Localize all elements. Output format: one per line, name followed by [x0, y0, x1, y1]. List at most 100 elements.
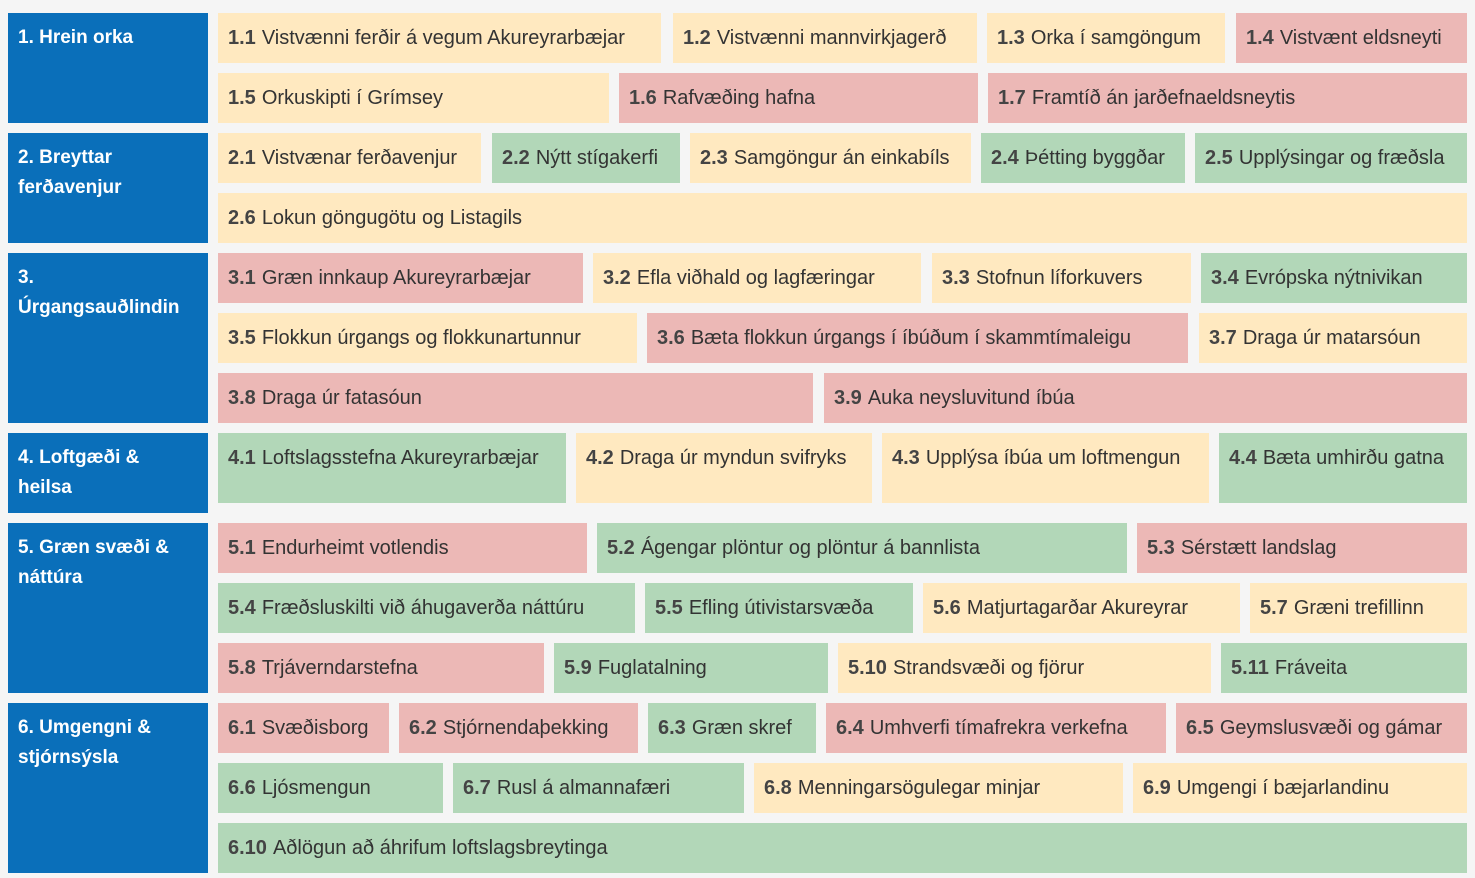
action-item-5-8[interactable]: 5.8 Trjáverndarstefna: [218, 643, 544, 693]
item-label: Draga úr fatasóun: [261, 387, 422, 409]
item-label: Draga úr myndun svifryks: [619, 447, 847, 469]
item-number: 2.4: [991, 147, 1019, 169]
action-item-1-2[interactable]: 1.2 Vistvænni mannvirkjagerð: [673, 13, 977, 63]
action-item-4-4[interactable]: 4.4 Bæta umhirðu gatna: [1219, 433, 1467, 503]
action-item-3-3[interactable]: 3.3 Stofnun líforkuvers: [932, 253, 1191, 303]
item-label: Bæta umhirðu gatna: [1262, 447, 1445, 469]
item-number: 4.3: [892, 447, 920, 469]
item-label: Vistvænni ferðir á vegum Akureyrarbæjar: [261, 27, 625, 49]
category-umgengni-stjornsysla[interactable]: 6. Umgengni & stjórnsýsla: [8, 703, 208, 873]
action-item-2-4[interactable]: 2.4 Þétting byggðar: [981, 133, 1185, 183]
item-label: Vistvænar ferðavenjur: [261, 147, 458, 169]
action-item-6-8[interactable]: 6.8 Menningarsögulegar minjar: [754, 763, 1123, 813]
action-item-6-10[interactable]: 6.10 Aðlögun að áhrifum loftslagsbreyting…: [218, 823, 1467, 873]
action-item-5-4[interactable]: 5.4 Fræðsluskilti við áhugaverða náttúru: [218, 583, 635, 633]
item-label: Vistvænt eldsneyti: [1279, 27, 1442, 49]
action-item-5-1[interactable]: 5.1 Endurheimt votlendis: [218, 523, 587, 573]
category-label: 3. Úrgangsauðlindin: [18, 267, 180, 318]
item-label: Efla viðhald og lagfæringar: [636, 267, 875, 289]
action-item-4-2[interactable]: 4.2 Draga úr myndun svifryks: [576, 433, 872, 503]
item-number: 4.4: [1229, 447, 1257, 469]
action-item-1-3[interactable]: 1.3 Orka í samgöngum: [987, 13, 1225, 63]
action-item-2-3[interactable]: 2.3 Samgöngur án einkabíls: [690, 133, 971, 183]
action-item-5-6[interactable]: 5.6 Matjurtagarðar Akureyrar: [923, 583, 1240, 633]
item-number: 3.2: [603, 267, 631, 289]
item-number: 3.7: [1209, 327, 1237, 349]
action-item-5-11[interactable]: 5.11 Fráveita: [1221, 643, 1467, 693]
action-item-3-1[interactable]: 3.1 Græn innkaup Akureyrarbæjar: [218, 253, 583, 303]
item-number: 6.6: [228, 777, 256, 799]
item-label: Svæðisborg: [261, 717, 369, 739]
item-number: 5.11: [1231, 657, 1269, 679]
action-item-4-3[interactable]: 4.3 Upplýsa íbúa um loftmengun: [882, 433, 1209, 503]
item-label: Stofnun líforkuvers: [975, 267, 1143, 289]
action-item-5-7[interactable]: 5.7 Græni trefillinn: [1250, 583, 1467, 633]
action-item-6-1[interactable]: 6.1 Svæðisborg: [218, 703, 389, 753]
item-label: Þétting byggðar: [1024, 147, 1165, 169]
action-item-3-8[interactable]: 3.8 Draga úr fatasóun: [218, 373, 813, 423]
action-item-1-1[interactable]: 1.1 Vistvænni ferðir á vegum Akureyrarbæj…: [218, 13, 661, 63]
category-loftgaedi-heilsa[interactable]: 4. Loftgæði & heilsa: [8, 433, 208, 513]
item-label: Umgengi í bæjarlandinu: [1176, 777, 1390, 799]
item-number: 6.1: [228, 717, 256, 739]
action-item-6-2[interactable]: 6.2 Stjórnendaþekking: [399, 703, 638, 753]
action-item-3-4[interactable]: 3.4 Evrópska nýtnivikan: [1201, 253, 1467, 303]
action-item-2-2[interactable]: 2.2 Nýtt stígakerfi: [492, 133, 680, 183]
item-label: Menningarsögulegar minjar: [797, 777, 1041, 799]
action-item-3-7[interactable]: 3.7 Draga úr matarsóun: [1199, 313, 1467, 363]
category-graen-svaedi-nattura[interactable]: 5. Græn svæði & náttúra: [8, 523, 208, 693]
category-label: 4. Loftgæði & heilsa: [18, 447, 140, 498]
item-label: Fræðsluskilti við áhugaverða náttúru: [261, 597, 585, 619]
item-label: Aðlögun að áhrifum loftslagsbreytinga: [272, 837, 608, 859]
action-item-6-6[interactable]: 6.6 Ljósmengun: [218, 763, 443, 813]
action-item-4-1[interactable]: 4.1 Loftslagsstefna Akureyrarbæjar: [218, 433, 566, 503]
item-number: 6.7: [463, 777, 491, 799]
item-label: Bæta flokkun úrgangs í íbúðum í skammtím…: [690, 327, 1132, 349]
action-item-1-5[interactable]: 1.5 Orkuskipti í Grímsey: [218, 73, 609, 123]
action-item-3-5[interactable]: 3.5 Flokkun úrgangs og flokkunartunnur: [218, 313, 637, 363]
action-item-5-10[interactable]: 5.10 Strandsvæði og fjörur: [838, 643, 1211, 693]
action-item-1-4[interactable]: 1.4 Vistvænt eldsneyti: [1236, 13, 1467, 63]
action-item-3-9[interactable]: 3.9 Auka neysluvitund íbúa: [824, 373, 1467, 423]
action-item-5-3[interactable]: 5.3 Sérstætt landslag: [1137, 523, 1467, 573]
item-label: Vistvænni mannvirkjagerð: [716, 27, 947, 49]
item-label: Græn skref: [691, 717, 792, 739]
item-label: Upplýsa íbúa um loftmengun: [925, 447, 1181, 469]
action-item-6-7[interactable]: 6.7 Rusl á almannafæri: [453, 763, 744, 813]
category-urgangsaudlindin[interactable]: 3. Úrgangsauðlindin: [8, 253, 208, 423]
item-number: 1.4: [1246, 27, 1274, 49]
category-hrein-orka[interactable]: 1. Hrein orka: [8, 13, 208, 123]
action-item-6-4[interactable]: 6.4 Umhverfi tímafrekra verkefna: [826, 703, 1166, 753]
category-label: 5. Græn svæði & náttúra: [18, 537, 169, 588]
action-item-5-9[interactable]: 5.9 Fuglatalning: [554, 643, 828, 693]
action-item-2-6[interactable]: 2.6 Lokun göngugötu og Listagils: [218, 193, 1467, 243]
item-number: 2.2: [502, 147, 530, 169]
action-item-6-9[interactable]: 6.9 Umgengi í bæjarlandinu: [1133, 763, 1467, 813]
action-item-6-5[interactable]: 6.5 Geymslusvæði og gámar: [1176, 703, 1467, 753]
item-label: Loftslagsstefna Akureyrarbæjar: [261, 447, 539, 469]
action-item-6-3[interactable]: 6.3 Græn skref: [648, 703, 816, 753]
item-label: Sérstætt landslag: [1180, 537, 1337, 559]
item-label: Geymslusvæði og gámar: [1219, 717, 1443, 739]
item-label: Rafvæðing hafna: [662, 87, 816, 109]
action-item-5-2[interactable]: 5.2 Ágengar plöntur og plöntur á bannlist…: [597, 523, 1127, 573]
action-item-2-5[interactable]: 2.5 Upplýsingar og fræðsla: [1195, 133, 1467, 183]
item-number: 5.8: [228, 657, 256, 679]
item-number: 6.10: [228, 837, 267, 859]
item-number: 1.2: [683, 27, 711, 49]
action-item-3-6[interactable]: 3.6 Bæta flokkun úrgangs í íbúðum í skamm…: [647, 313, 1188, 363]
item-number: 5.10: [848, 657, 887, 679]
action-item-2-1[interactable]: 2.1 Vistvænar ferðavenjur: [218, 133, 481, 183]
action-item-1-6[interactable]: 1.6 Rafvæðing hafna: [619, 73, 978, 123]
item-number: 2.6: [228, 207, 256, 229]
item-label: Evrópska nýtnivikan: [1244, 267, 1423, 289]
category-label: 6. Umgengni & stjórnsýsla: [18, 717, 152, 768]
action-item-1-7[interactable]: 1.7 Framtíð án jarðefnaeldsneytis: [988, 73, 1467, 123]
category-label: 2. Breyttar ferðavenjur: [18, 147, 122, 198]
action-item-3-2[interactable]: 3.2 Efla viðhald og lagfæringar: [593, 253, 921, 303]
category-breyttar-ferdavenjur[interactable]: 2. Breyttar ferðavenjur: [8, 133, 208, 243]
action-item-5-5[interactable]: 5.5 Efling útivistarsvæða: [645, 583, 913, 633]
item-number: 2.1: [228, 147, 256, 169]
item-label: Auka neysluvitund íbúa: [867, 387, 1075, 409]
